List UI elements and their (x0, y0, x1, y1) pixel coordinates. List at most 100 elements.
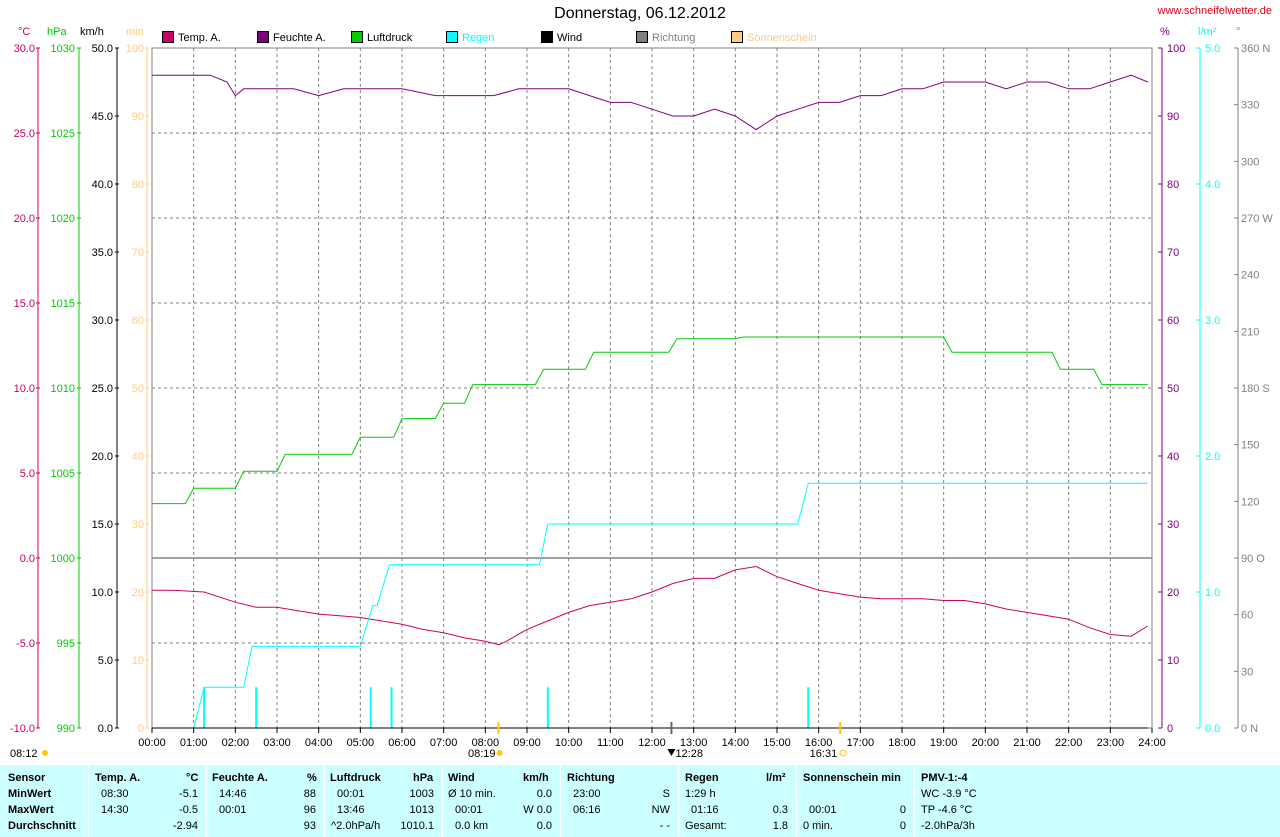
footer-rain-max-time: 01:16 (691, 804, 719, 816)
unit-wind: km/h (80, 26, 104, 38)
site-link[interactable]: www.schneifelwetter.de (1157, 5, 1272, 17)
footer-pressure-trend: ^2.0hPa/h (331, 820, 381, 832)
footer-row-avg: Durchschnitt (8, 820, 76, 832)
footer-humidity-unit: % (307, 772, 317, 784)
pressure-tick-label: 1015 (51, 298, 75, 310)
legend-humidity-label: Feuchte A. (273, 32, 326, 44)
humidity-tick-label: 60 (1167, 315, 1179, 327)
legend-sun: Sonnenschein (731, 31, 817, 44)
rain-tick-label: 4.0 (1205, 179, 1220, 191)
legend-direction-label: Richtung (652, 32, 696, 44)
footer-wind-km: 0.0 km (455, 820, 489, 832)
footer-pmv-wc: WC -3.9 °C (921, 788, 977, 800)
sun-tick-label: 100 (126, 43, 144, 55)
wind-tick-label: 10.0 (92, 587, 113, 599)
legend-wind: Wind (541, 31, 582, 44)
footer-pmv-header: PMV-1:-4 (921, 772, 968, 784)
footer-wind-avg-label: Ø 10 min. (448, 788, 496, 800)
sun-tick-label: 50 (132, 383, 144, 395)
x-tick-label: 24:00 (1138, 737, 1166, 749)
chart-title: Donnerstag, 06.12.2012 (554, 5, 726, 22)
humidity-tick-label: 40 (1167, 451, 1179, 463)
footer-humidity-max: 96 (303, 804, 316, 816)
x-tick-label: 03:00 (263, 737, 291, 749)
footer-rain-unit: l/m² (766, 772, 786, 784)
humidity-tick-label: 20 (1167, 587, 1179, 599)
footer-sensor-header: Sensor (8, 772, 46, 784)
sun-tick-label: 20 (132, 587, 144, 599)
footer-sun-total: 0 (899, 820, 906, 832)
x-tick-label: 16:00 (805, 737, 833, 749)
unit-direction: ° (1236, 26, 1241, 38)
noon-label: 12:28 (675, 748, 703, 760)
temp-tick-label: 25.0 (14, 128, 35, 140)
direction-tick-label: 120 (1241, 496, 1259, 508)
direction-tick-label: 0 N (1241, 723, 1258, 735)
footer-wind-max: W 0.0 (523, 804, 552, 816)
weather-chart: 30.025.020.015.010.05.00.0-5.0-10.010301… (10, 43, 1273, 760)
footer-humidity-header: Feuchte A. (212, 772, 268, 784)
humidity-tick-label: 30 (1167, 519, 1179, 531)
sun-tick-label: 10 (132, 655, 144, 667)
direction-tick-label: 60 (1241, 610, 1253, 622)
unit-sun: min (126, 26, 144, 38)
legend-wind-label: Wind (557, 32, 583, 44)
pressure-tick-label: 995 (57, 638, 75, 650)
x-tick-label: 10:00 (555, 737, 583, 749)
temp-tick-label: 10.0 (14, 383, 35, 395)
x-tick-label: 08:00 (472, 737, 500, 749)
unit-temp: °C (18, 26, 31, 38)
legend-sun-label: Sonnenschein (747, 32, 817, 44)
footer-rain-total: 1.8 (772, 820, 788, 832)
wind-tick-label: 45.0 (92, 111, 113, 123)
rain-tick-label: 3.0 (1205, 315, 1220, 327)
rain-tick-label: 2.0 (1205, 451, 1220, 463)
pressure-tick-label: 1025 (51, 128, 75, 140)
footer-pressure-min-time: 00:01 (337, 788, 365, 800)
stats-table: Sensor MinWert MaxWert Durchschnitt Temp… (0, 765, 1280, 837)
footer-rain-header: Regen (685, 772, 719, 784)
footer-direction-min: S (662, 788, 670, 800)
legend-pressure-label: Luftdruck (367, 32, 413, 44)
footer-temp-header: Temp. A. (95, 772, 141, 784)
footer-temp-max: -0.5 (179, 804, 198, 816)
sun-tick-label: 80 (132, 179, 144, 191)
direction-tick-label: 90 O (1241, 553, 1265, 565)
footer-wind-header: Wind (448, 772, 475, 784)
footer-pressure-header: Luftdruck (330, 772, 381, 784)
x-tick-label: 09:00 (513, 737, 541, 749)
footer-temp-unit: °C (186, 772, 199, 784)
rain-tick-label: 0.0 (1205, 723, 1220, 735)
wind-tick-label: 15.0 (92, 519, 113, 531)
series-humidity-line (152, 74, 1148, 131)
x-tick-label: 21:00 (1013, 737, 1041, 749)
temp-tick-label: 30.0 (14, 43, 35, 55)
x-tick-label: 02:00 (222, 737, 250, 749)
footer-humidity-min: 88 (303, 788, 316, 800)
temp-tick-label: 20.0 (14, 213, 35, 225)
first-sun-icon (42, 750, 48, 756)
footer-wind-min: 0.0 (536, 788, 552, 800)
sunset-label: 16:31 (810, 748, 838, 760)
sun-tick-label: 70 (132, 247, 144, 259)
sunrise-icon (496, 750, 503, 756)
pressure-tick-label: 1005 (51, 468, 75, 480)
humidity-tick-label: 50 (1167, 383, 1179, 395)
x-tick-label: 00:00 (138, 737, 166, 749)
footer-direction-max-time: 06:16 (573, 804, 601, 816)
footer-wind-unit: km/h (523, 772, 549, 784)
direction-tick-label: 330 (1241, 100, 1259, 112)
footer-direction-avg: - - (659, 820, 670, 832)
footer-temp-min: -5.1 (179, 788, 198, 800)
footer-sun-max-time: 00:01 (809, 804, 837, 816)
sun-tick-label: 40 (132, 451, 144, 463)
legend-humidity: Feuchte A. (257, 31, 326, 44)
footer-pressure-avg: 1010.1 (400, 820, 434, 832)
x-tick-label: 13:00 (680, 737, 708, 749)
temp-tick-label: 0.0 (20, 553, 35, 565)
footer-wind-avg: 0.0 (536, 820, 552, 832)
footer-pressure-unit: hPa (413, 772, 434, 784)
footer-pmv-trend: -2.0hPa/3h (921, 820, 975, 832)
legend-direction: Richtung (636, 31, 695, 44)
x-tick-label: 18:00 (888, 737, 916, 749)
